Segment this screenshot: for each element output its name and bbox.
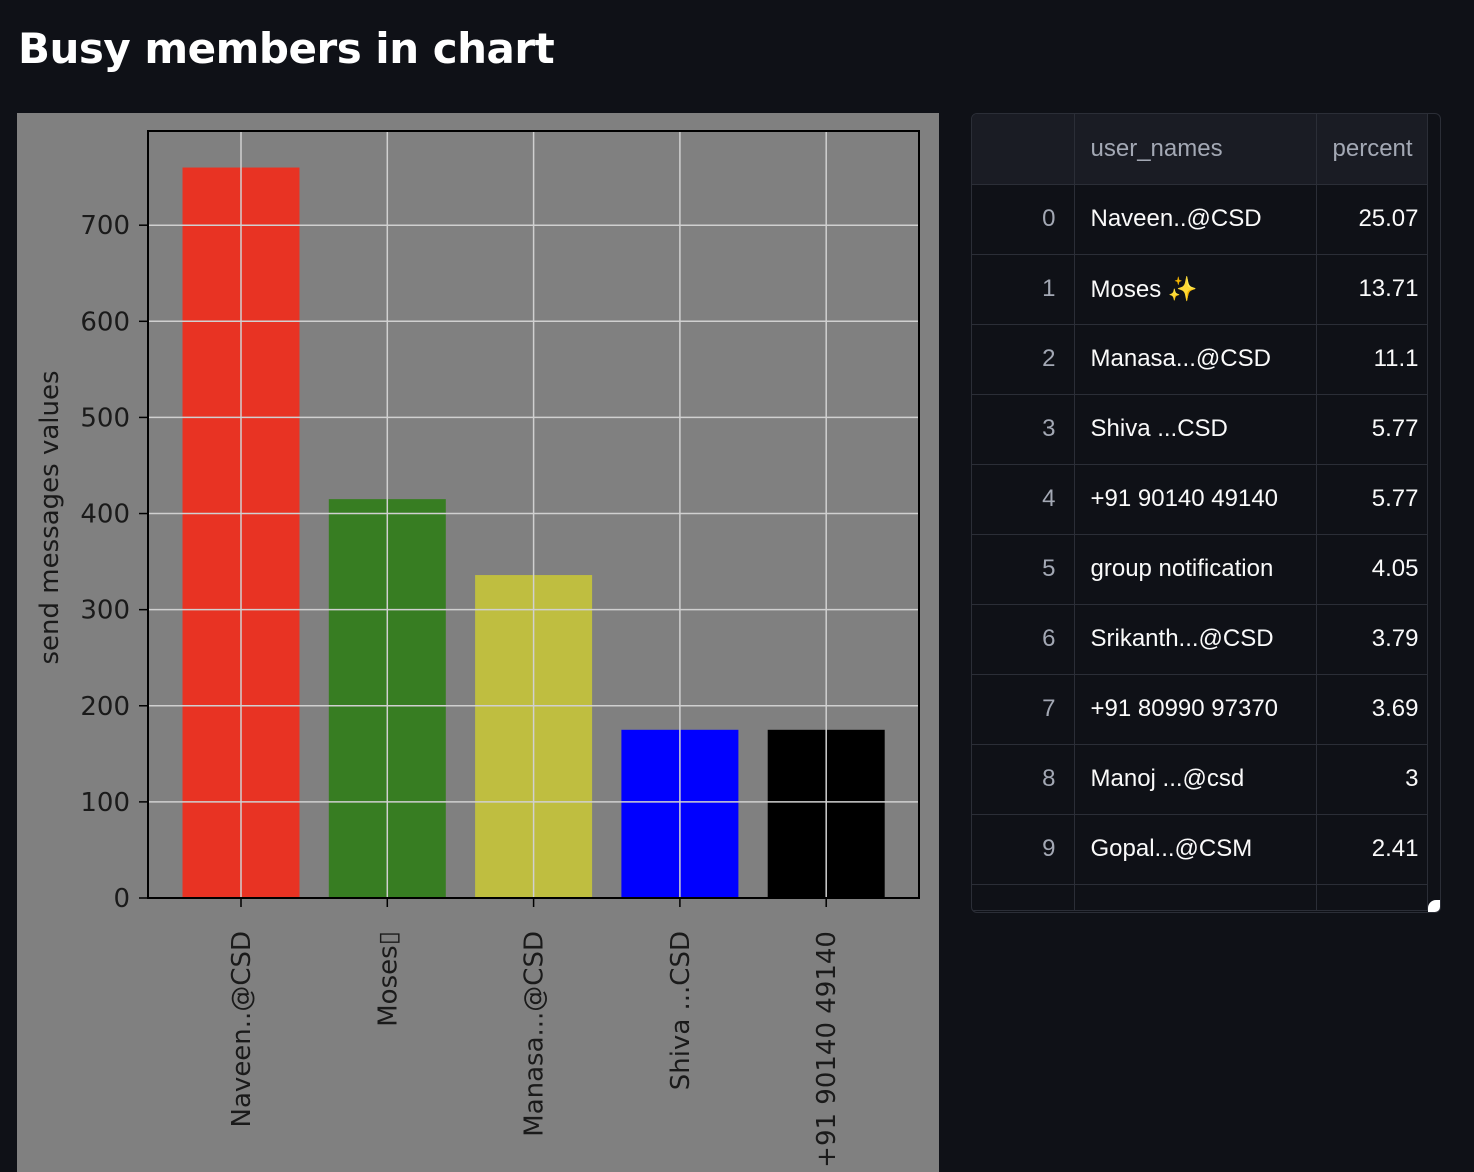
table-row[interactable]: 4 +91 90140 49140 5.77 bbox=[972, 464, 1428, 535]
empty-cell bbox=[1074, 884, 1317, 911]
percent-cell[interactable]: 3 bbox=[1316, 744, 1428, 815]
page-title: Busy members in chart bbox=[18, 24, 555, 73]
user-name-cell[interactable]: Shiva ...CSD bbox=[1074, 394, 1317, 465]
percent-column-header[interactable]: percent bbox=[1316, 114, 1428, 185]
row-index: 3 bbox=[972, 394, 1075, 465]
table-row[interactable]: 2 Manasa...@CSD 11.1 bbox=[972, 324, 1428, 395]
user-names-column-header[interactable]: user_names bbox=[1074, 114, 1317, 185]
row-index: 7 bbox=[972, 674, 1075, 745]
percent-cell[interactable]: 5.77 bbox=[1316, 464, 1428, 535]
table-row[interactable]: 5 group notification 4.05 bbox=[972, 534, 1428, 605]
row-index: 0 bbox=[972, 184, 1075, 255]
user-name-cell[interactable]: Srikanth...@CSD bbox=[1074, 604, 1317, 675]
resize-handle-icon[interactable] bbox=[1428, 900, 1440, 912]
user-name-text: Gopal...@CSM bbox=[1090, 835, 1253, 862]
user-name-cell[interactable]: Manasa...@CSD bbox=[1074, 324, 1317, 395]
y-tick-label: 100 bbox=[80, 788, 130, 818]
table-row[interactable]: 0 Naveen..@CSD 25.07 bbox=[972, 184, 1428, 255]
table-header-row: user_names percent bbox=[972, 114, 1428, 185]
empty-cell bbox=[972, 884, 1075, 911]
user-name-text: Shiva ...CSD bbox=[1090, 415, 1228, 442]
user-percent-table: user_names percent 0 Naveen..@CSD 25.07 1 Mo… bbox=[972, 114, 1428, 911]
y-tick-label: 200 bbox=[80, 692, 130, 722]
index-column-header[interactable] bbox=[972, 114, 1075, 185]
dataframe-table[interactable]: user_names percent 0 Naveen..@CSD 25.07 1 Mo… bbox=[971, 113, 1441, 913]
y-tick-label: 500 bbox=[80, 403, 130, 433]
table-row[interactable]: 3 Shiva ...CSD 5.77 bbox=[972, 394, 1428, 465]
percent-cell[interactable]: 11.1 bbox=[1316, 324, 1428, 395]
bar-chart: 0 100 200 300 400 500 600 700 Naveen..@CSD Moses▯… bbox=[17, 113, 939, 1172]
table-row[interactable]: 1 Moses ✨ 13.71 bbox=[972, 254, 1428, 325]
user-name-text: Srikanth...@CSD bbox=[1090, 625, 1274, 652]
user-name-text: +91 90140 49140 bbox=[1090, 485, 1279, 512]
y-tick-label: 300 bbox=[80, 596, 130, 626]
percent-cell[interactable]: 25.07 bbox=[1316, 184, 1428, 255]
x-tick-label: Naveen..@CSD bbox=[227, 931, 257, 1127]
x-tick-label: Shiva ...CSD bbox=[666, 931, 696, 1090]
row-index: 2 bbox=[972, 324, 1075, 395]
table-scroll-spacer bbox=[972, 884, 1428, 911]
user-name-text: Manasa...@CSD bbox=[1090, 345, 1271, 372]
y-tick-label: 700 bbox=[80, 211, 130, 241]
table-row[interactable]: 6 Srikanth...@CSD 3.79 bbox=[972, 604, 1428, 675]
user-name-cell[interactable]: +91 80990 97370 bbox=[1074, 674, 1317, 745]
user-name-text: Naveen..@CSD bbox=[1090, 205, 1262, 232]
table-row[interactable]: 7 +91 80990 97370 3.69 bbox=[972, 674, 1428, 745]
y-axis-label: send messages values bbox=[35, 370, 65, 664]
y-tick-label: 600 bbox=[80, 307, 130, 337]
row-index: 6 bbox=[972, 604, 1075, 675]
table-row[interactable]: 9 Gopal...@CSM 2.41 bbox=[972, 814, 1428, 885]
percent-cell[interactable]: 3.69 bbox=[1316, 674, 1428, 745]
user-name-text: +91 80990 97370 bbox=[1090, 695, 1279, 722]
x-tick-label: Moses▯ bbox=[373, 931, 403, 1027]
user-name-cell[interactable]: Gopal...@CSM bbox=[1074, 814, 1317, 885]
user-name-text: group notification bbox=[1090, 555, 1274, 582]
row-index: 5 bbox=[972, 534, 1075, 605]
chart-svg: 0 100 200 300 400 500 600 700 Naveen..@CSD Moses▯… bbox=[35, 130, 920, 1168]
percent-cell[interactable]: 3.79 bbox=[1316, 604, 1428, 675]
user-name-cell[interactable]: group notification bbox=[1074, 534, 1317, 605]
user-name-text: Manoj ...@csd bbox=[1090, 765, 1245, 792]
user-name-cell[interactable]: Naveen..@CSD bbox=[1074, 184, 1317, 255]
percent-cell[interactable]: 4.05 bbox=[1316, 534, 1428, 605]
user-name-cell[interactable]: +91 90140 49140 bbox=[1074, 464, 1317, 535]
percent-cell[interactable]: 2.41 bbox=[1316, 814, 1428, 885]
percent-cell[interactable]: 5.77 bbox=[1316, 394, 1428, 465]
x-tick-label: +91 90140 49140 bbox=[812, 931, 842, 1168]
user-name-text: Moses bbox=[1090, 275, 1168, 303]
row-index: 8 bbox=[972, 744, 1075, 815]
row-index: 4 bbox=[972, 464, 1075, 535]
sparkles-icon: ✨ bbox=[1167, 275, 1198, 303]
table-row[interactable]: 8 Manoj ...@csd 3 bbox=[972, 744, 1428, 815]
user-name-cell[interactable]: Moses ✨ bbox=[1074, 254, 1317, 325]
row-index: 9 bbox=[972, 814, 1075, 885]
x-tick-label: Manasa...@CSD bbox=[520, 931, 550, 1137]
y-tick-label: 400 bbox=[80, 500, 130, 530]
percent-cell[interactable]: 13.71 bbox=[1316, 254, 1428, 325]
row-index: 1 bbox=[972, 254, 1075, 325]
user-name-cell[interactable]: Manoj ...@csd bbox=[1074, 744, 1317, 815]
empty-cell bbox=[1316, 884, 1428, 911]
y-tick-label: 0 bbox=[113, 884, 130, 914]
